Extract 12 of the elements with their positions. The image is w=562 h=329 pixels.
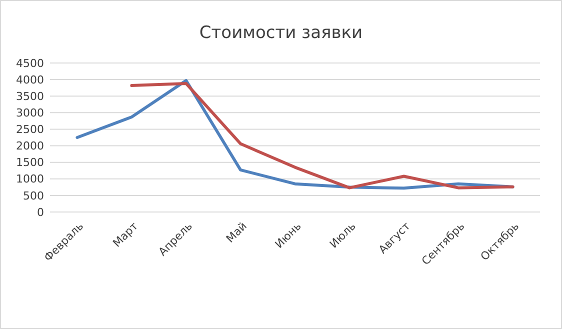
y-tick-label: 0 bbox=[37, 206, 44, 219]
y-tick-label: 1000 bbox=[16, 172, 44, 186]
y-tick-label: 3500 bbox=[16, 90, 44, 103]
y-tick-label: 4000 bbox=[16, 73, 44, 86]
y-tick-label: 1500 bbox=[16, 156, 44, 170]
y-tick-label: 500 bbox=[23, 189, 44, 202]
y-tick-label: 2500 bbox=[16, 123, 44, 136]
y-tick-label: 3000 bbox=[16, 106, 44, 120]
chart-title: Стоимости заявки bbox=[199, 23, 363, 43]
y-tick-label: 2000 bbox=[16, 140, 44, 153]
y-tick-label: 4500 bbox=[16, 56, 44, 70]
line-series bbox=[130, 82, 514, 190]
